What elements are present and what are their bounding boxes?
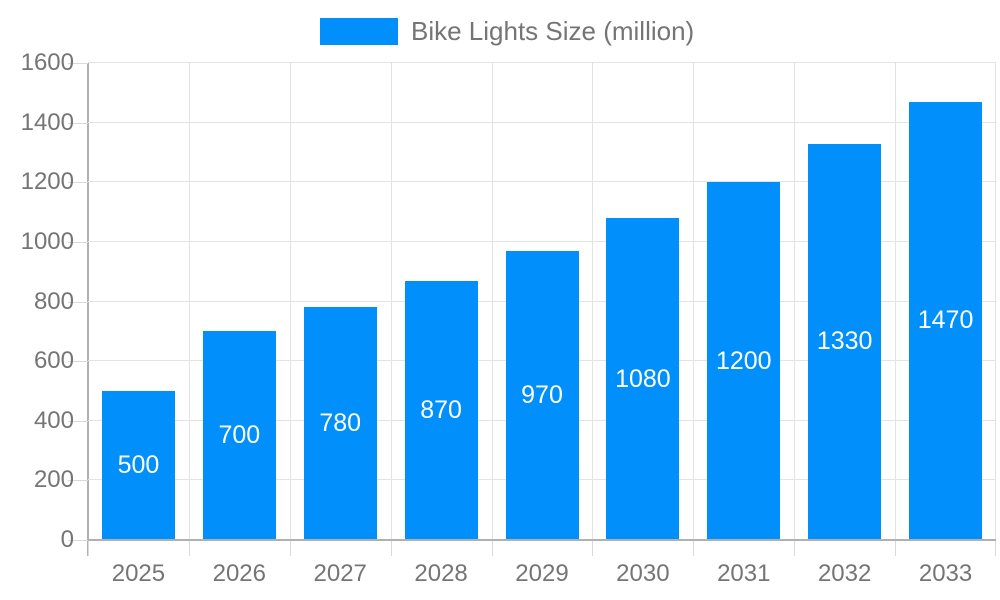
x-axis-line — [88, 539, 996, 541]
y-axis-tick-label: 400 — [33, 406, 74, 434]
v-gridline-2 — [289, 63, 291, 540]
v-gridline-7 — [794, 63, 796, 540]
x-axis-label-2028: 2028 — [414, 560, 468, 587]
bar-value-label: 1200 — [715, 346, 772, 375]
h-gridline-1600 — [88, 62, 996, 64]
x-axis-label-2027: 2027 — [313, 560, 367, 587]
y-tick-800 — [68, 301, 88, 303]
bar-2033: 1470 — [909, 101, 983, 540]
bar-2032: 1330 — [808, 143, 882, 540]
bar-2028: 870 — [404, 280, 478, 540]
x-tick-1 — [188, 541, 190, 556]
y-tick-600 — [68, 361, 88, 363]
x-tick-3 — [390, 541, 392, 556]
bar-value-label: 970 — [521, 380, 563, 409]
y-tick-400 — [68, 420, 88, 422]
x-tick-7 — [794, 541, 796, 556]
bar-value-label: 1330 — [816, 327, 873, 356]
bar-value-label: 700 — [218, 421, 261, 450]
y-tick-1200 — [68, 182, 88, 184]
y-axis-tick-label: 0 — [60, 526, 74, 553]
bar-2026: 700 — [202, 331, 276, 540]
bar-2030: 1080 — [606, 218, 680, 540]
v-gridline-4 — [491, 63, 493, 540]
v-gridline-6 — [693, 63, 695, 540]
y-axis-tick-label: 200 — [33, 466, 74, 494]
x-tick-2 — [289, 541, 291, 556]
y-tick-1000 — [68, 241, 88, 243]
v-gridline-3 — [390, 63, 392, 540]
h-gridline-1400 — [88, 121, 996, 123]
bar-value-label: 1470 — [917, 306, 974, 335]
x-axis-label-2026: 2026 — [212, 560, 266, 587]
legend-label: Bike Lights Size (million) — [411, 15, 695, 46]
y-axis-line — [87, 63, 89, 556]
y-tick-0 — [68, 540, 88, 541]
x-axis-label-2031: 2031 — [717, 560, 771, 587]
bar-value-label: 500 — [117, 450, 160, 479]
x-axis-label-2032: 2032 — [817, 560, 872, 587]
v-gridline-9 — [995, 63, 996, 540]
x-tick-8 — [895, 541, 897, 556]
bar-2027: 780 — [303, 307, 377, 540]
legend-swatch — [320, 17, 398, 45]
x-tick-4 — [491, 541, 493, 556]
bar-value-label: 1080 — [615, 364, 671, 393]
plot-area: 500 700 780 870 970 1080 1200 1330 1470 — [88, 62, 996, 540]
v-gridline-5 — [592, 63, 594, 540]
y-axis-tick-label: 1200 — [20, 168, 74, 196]
v-gridline-8 — [895, 63, 897, 540]
y-axis-tick-label: 1400 — [20, 108, 74, 136]
x-tick-5 — [592, 541, 594, 556]
h-gridline-1000 — [88, 240, 996, 242]
legend: Bike Lights Size (million) — [320, 15, 695, 46]
y-tick-200 — [68, 480, 88, 482]
x-tick-9 — [995, 541, 996, 556]
x-axis-label-2030: 2030 — [616, 560, 670, 587]
x-axis-label-2025: 2025 — [111, 560, 166, 587]
y-tick-1400 — [68, 122, 88, 124]
bar-2025: 500 — [101, 390, 175, 540]
x-axis-label-2033: 2033 — [918, 560, 973, 587]
h-gridline-1200 — [88, 181, 996, 183]
x-axis-label-2029: 2029 — [515, 560, 569, 587]
x-tick-0 — [88, 541, 89, 556]
y-axis-tick-label: 1000 — [20, 227, 74, 255]
bar-value-label: 780 — [319, 409, 362, 438]
y-axis-tick-label: 800 — [33, 287, 74, 315]
bar-value-label: 870 — [420, 395, 462, 424]
y-tick-1600 — [68, 63, 88, 64]
bar-2029: 970 — [505, 250, 579, 540]
bar-2031: 1200 — [707, 182, 781, 540]
x-tick-6 — [693, 541, 695, 556]
y-axis-tick-label: 600 — [33, 347, 74, 375]
v-gridline-1 — [188, 63, 190, 540]
y-axis-tick-label: 1600 — [20, 49, 74, 76]
